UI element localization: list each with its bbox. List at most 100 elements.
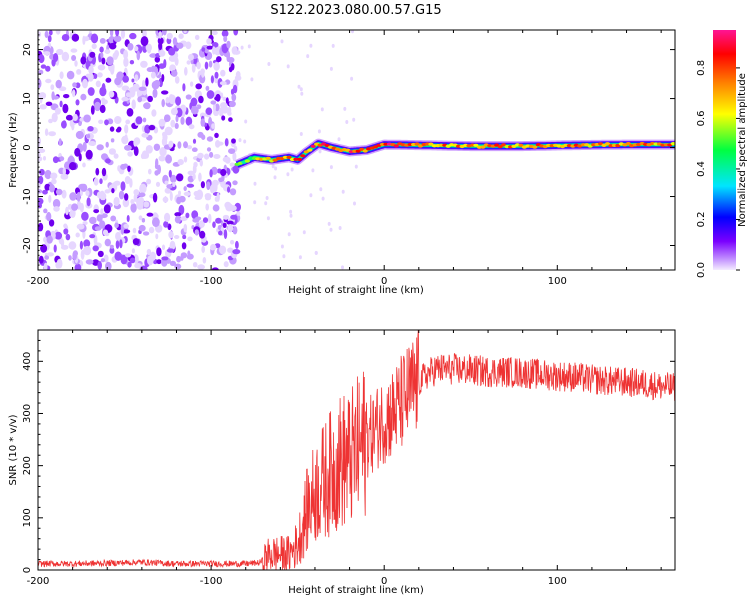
noise-dot — [65, 206, 69, 216]
noise-dot — [44, 183, 51, 191]
noise-dot — [59, 100, 63, 108]
noise-dot — [174, 212, 182, 217]
noise-dot — [311, 168, 315, 173]
noise-dot — [136, 200, 144, 210]
noise-dot — [222, 222, 227, 228]
noise-dot — [66, 70, 75, 80]
noise-dot — [76, 69, 82, 75]
noise-dot — [229, 205, 237, 212]
noise-dot — [298, 255, 302, 260]
noise-dot — [172, 181, 176, 187]
noise-dot — [76, 223, 85, 230]
noise-dot — [300, 91, 304, 96]
noise-dot — [166, 184, 173, 189]
noise-dot — [195, 216, 202, 221]
noise-dot — [228, 148, 236, 155]
noise-dot — [232, 226, 238, 235]
noise-dot — [133, 193, 138, 202]
noise-dot — [181, 242, 187, 250]
noise-dot — [130, 199, 135, 205]
noise-dot — [329, 66, 333, 71]
noise-dot — [231, 138, 236, 144]
noise-dot — [152, 88, 158, 99]
noise-dot — [174, 215, 181, 224]
noise-dot — [99, 178, 103, 185]
noise-dot — [240, 45, 244, 50]
noise-dot — [187, 250, 191, 257]
noise-dot — [93, 209, 100, 214]
noise-dot — [100, 52, 104, 59]
noise-dot — [92, 245, 99, 252]
noise-dot — [227, 186, 231, 193]
noise-dot — [122, 198, 130, 208]
noise-dot — [183, 191, 191, 196]
y-tick-label: 200 — [22, 456, 33, 475]
signal-band — [233, 138, 675, 170]
noise-dot — [38, 69, 44, 75]
y-tick-label: -10 — [22, 188, 33, 204]
noise-dot — [122, 229, 131, 234]
noise-dot — [120, 254, 128, 265]
noise-dot — [43, 262, 48, 270]
noise-dot — [44, 128, 49, 136]
noise-dot — [253, 200, 257, 205]
noise-dot — [103, 204, 111, 214]
noise-dot — [175, 96, 182, 106]
noise-dot — [104, 119, 109, 126]
noise-dot — [63, 228, 69, 235]
noise-dot — [169, 94, 174, 100]
noise-dot — [168, 140, 174, 148]
signal-blob — [601, 143, 607, 147]
noise-dot — [152, 217, 160, 228]
noise-dot — [132, 227, 137, 234]
noise-dot — [142, 117, 147, 123]
noise-dot — [216, 56, 222, 63]
noise-dot — [98, 119, 104, 125]
noise-dot — [202, 257, 207, 264]
noise-dot — [221, 30, 229, 38]
noise-dot — [161, 244, 166, 251]
noise-dot — [182, 234, 187, 240]
x-tick-label: -200 — [27, 276, 50, 287]
noise-dot — [232, 164, 240, 174]
noise-dot — [150, 71, 156, 79]
noise-dot — [47, 35, 52, 43]
noise-dot — [142, 231, 150, 236]
noise-dot — [106, 56, 114, 66]
noise-dot — [53, 206, 60, 212]
noise-dot — [44, 169, 52, 180]
noise-dot — [56, 48, 64, 56]
noise-dot — [71, 55, 77, 61]
noise-dot — [280, 244, 284, 249]
signal-blob — [286, 155, 292, 159]
noise-dot — [115, 231, 121, 241]
noise-dot — [176, 255, 182, 263]
noise-dot — [97, 72, 103, 78]
noise-dot — [201, 69, 205, 78]
noise-dot — [62, 167, 66, 176]
noise-dot — [104, 189, 111, 194]
x-tick-label: 0 — [381, 576, 387, 587]
snr-series-line — [38, 330, 675, 570]
noise-dot — [127, 165, 131, 172]
noise-dot — [65, 114, 73, 121]
noise-dot — [230, 239, 235, 245]
noise-dot — [158, 155, 166, 162]
noise-dot — [235, 71, 241, 79]
noise-dot — [282, 254, 286, 259]
noise-dot — [194, 229, 199, 236]
noise-dot — [170, 174, 177, 183]
noise-dot — [97, 64, 106, 71]
noise-dot — [180, 252, 188, 259]
noise-dot — [338, 226, 342, 230]
noise-dot — [337, 137, 341, 142]
noise-dot — [351, 30, 354, 34]
noise-dot — [227, 106, 232, 115]
noise-dot — [110, 138, 115, 143]
noise-dot — [146, 248, 152, 256]
noise-dot — [88, 65, 94, 75]
y-tick-label: -20 — [22, 237, 33, 253]
noise-dot — [286, 64, 290, 69]
noise-dot — [353, 201, 356, 206]
noise-dot — [120, 225, 124, 235]
